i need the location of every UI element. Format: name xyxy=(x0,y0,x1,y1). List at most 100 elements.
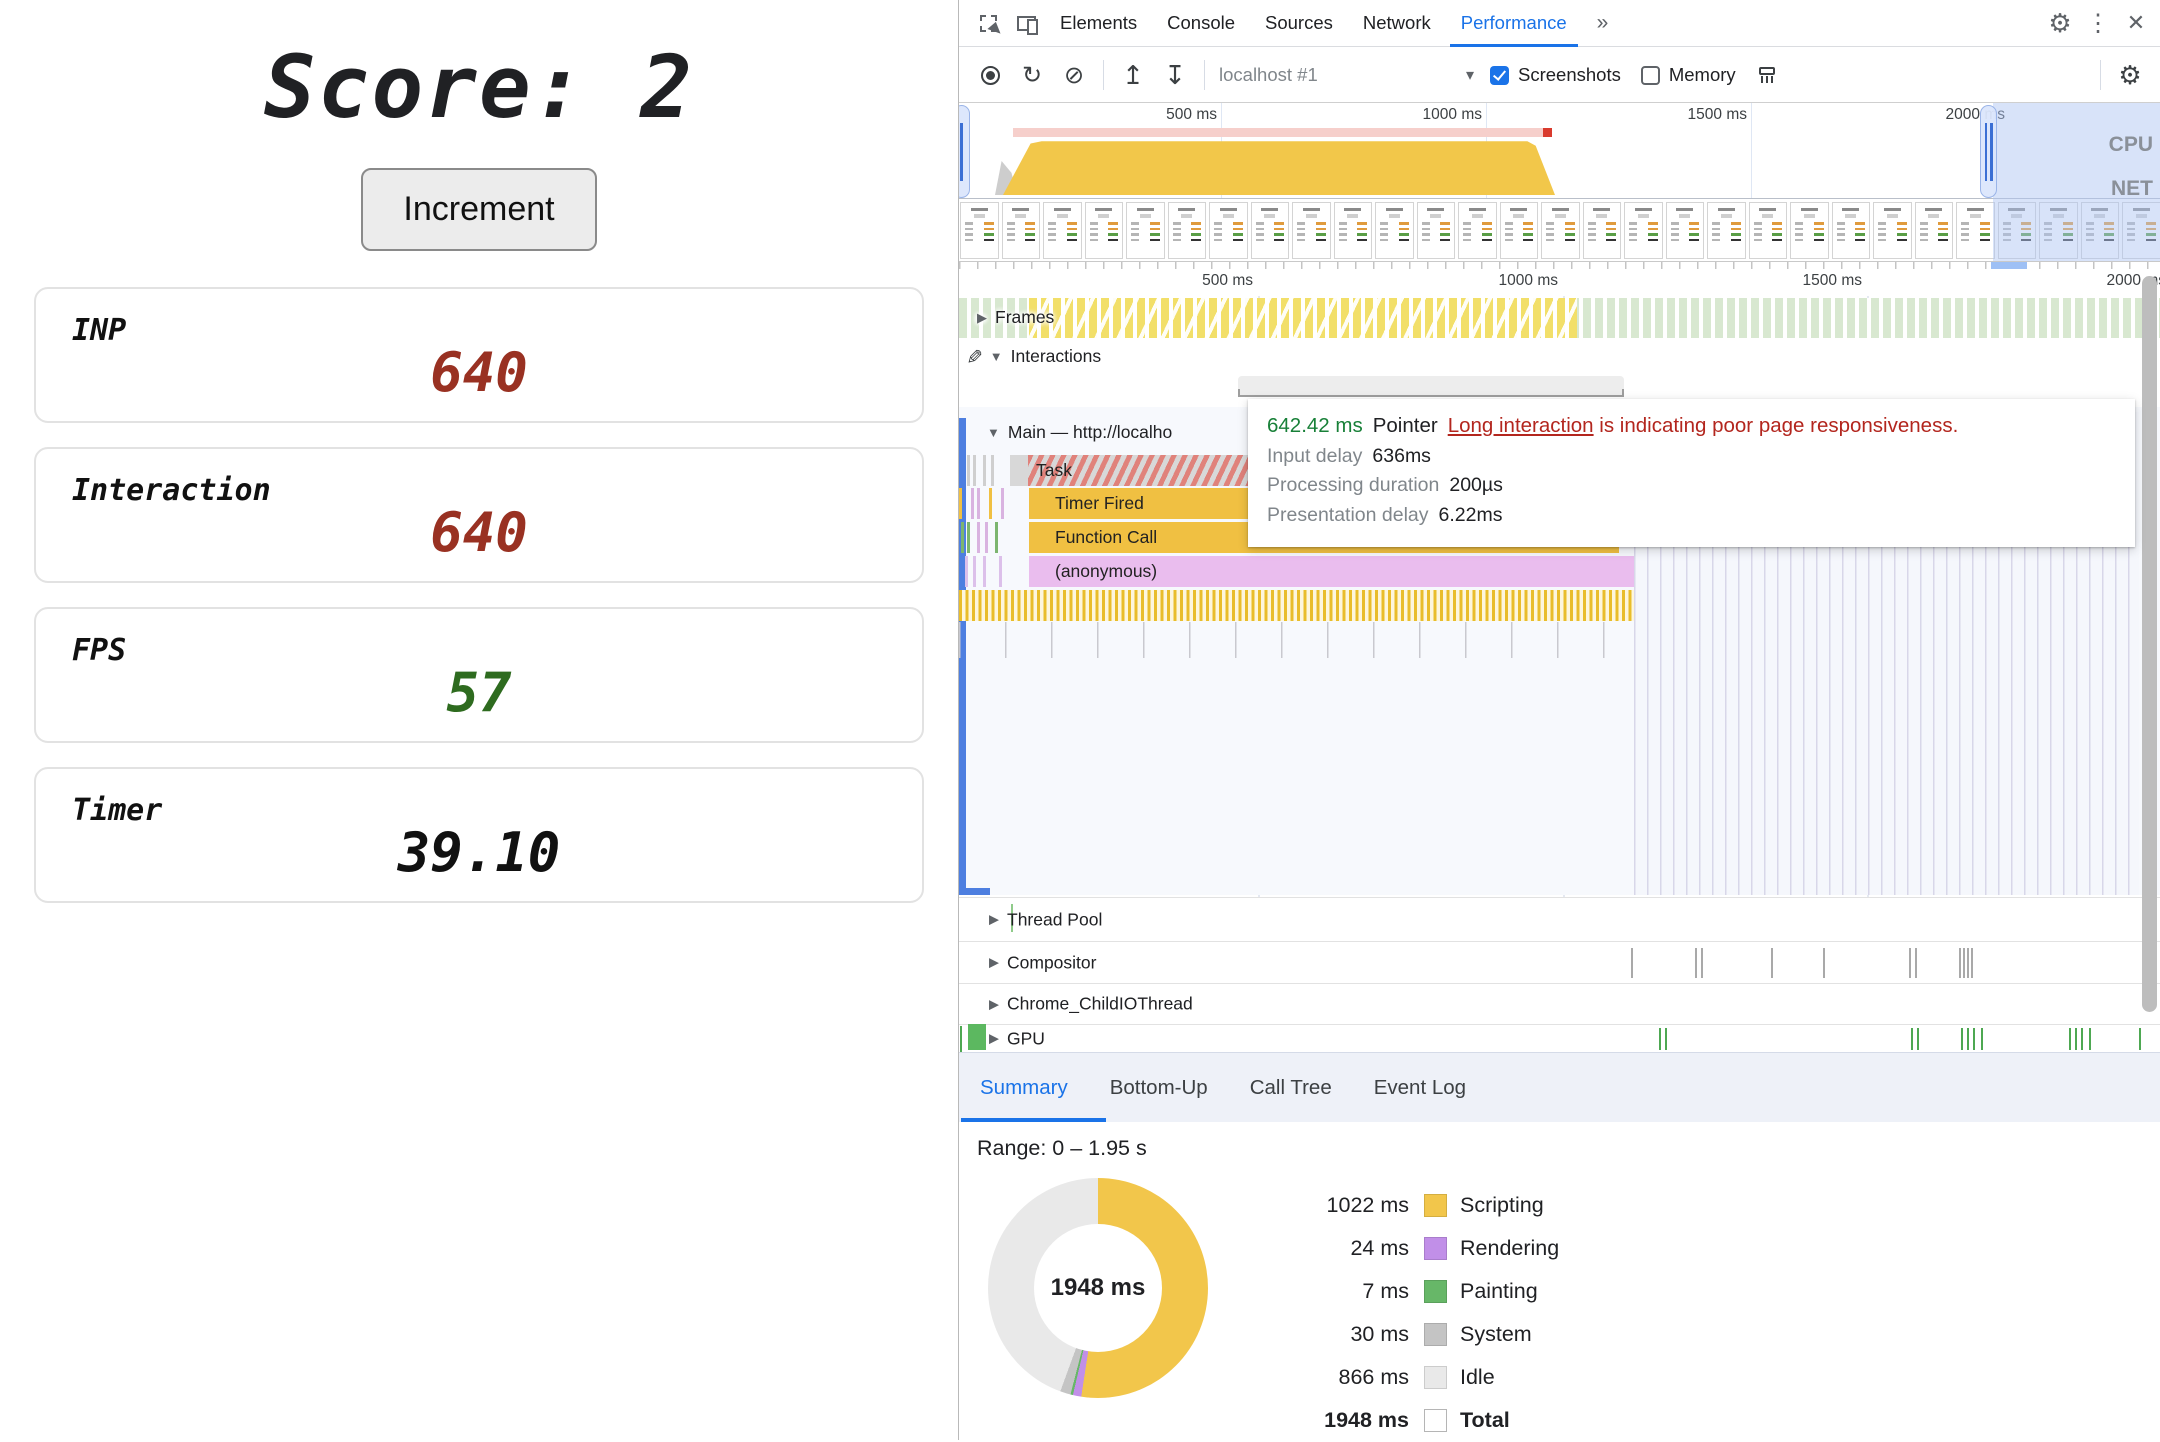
expand-icon[interactable]: ▶ xyxy=(989,911,999,927)
filmstrip-thumbnail[interactable] xyxy=(1001,202,1040,259)
filmstrip-thumbnail[interactable] xyxy=(1499,202,1538,259)
inspect-element-icon[interactable] xyxy=(971,6,1005,40)
filmstrip-thumbnail[interactable] xyxy=(1333,202,1372,259)
track-selection-bracket-foot xyxy=(959,888,990,895)
filmstrip-thumbnail[interactable] xyxy=(1250,202,1289,259)
thread-activity-tick xyxy=(1911,1028,1913,1050)
toolbar-divider xyxy=(2100,60,2101,90)
tab-bottom-up[interactable]: Bottom-Up xyxy=(1109,1075,1208,1099)
expand-icon[interactable]: ▶ xyxy=(989,996,999,1011)
tab-summary[interactable]: Summary xyxy=(980,1075,1068,1099)
filmstrip-thumbnail[interactable] xyxy=(1790,202,1829,259)
filmstrip-thumbnail[interactable] xyxy=(1209,202,1248,259)
filmstrip-thumbnail[interactable] xyxy=(960,202,999,259)
timeline-overview[interactable]: 500 ms 1000 ms 1500 ms 2000 ms CPU NET xyxy=(959,103,2160,262)
pencil-icon[interactable]: ✎ xyxy=(961,348,984,365)
thread-pool-track[interactable]: ▶ Thread Pool xyxy=(959,897,2160,941)
expand-icon[interactable]: ▶ xyxy=(989,954,999,970)
collect-garbage-icon[interactable] xyxy=(1749,57,1785,93)
metric-value: 39.10 xyxy=(397,821,561,884)
frames-track[interactable]: ▶ Frames xyxy=(959,298,2160,338)
tab-console[interactable]: Console xyxy=(1167,12,1236,33)
more-tabs-icon[interactable]: » xyxy=(1596,11,1609,34)
tooltip-row-label: Input delay xyxy=(1267,444,1363,467)
upload-profile-button[interactable]: ↥ xyxy=(1122,59,1144,90)
chrome-childiothread-track[interactable]: ▶ Chrome_ChildIOThread xyxy=(959,983,2160,1024)
overview-tick-label: 1500 ms xyxy=(1687,106,1747,123)
filmstrip-thumbnail[interactable] xyxy=(1292,202,1331,259)
filmstrip-thumbnail[interactable] xyxy=(1831,202,1870,259)
record-button[interactable] xyxy=(972,57,1008,93)
filmstrip-thumbnail[interactable] xyxy=(1707,202,1746,259)
download-profile-button[interactable]: ↧ xyxy=(1164,59,1186,90)
donut-total-label: 1948 ms xyxy=(1034,1224,1162,1352)
filmstrip-thumbnail[interactable] xyxy=(1167,202,1206,259)
flame-chart[interactable]: 500 ms 1000 ms 1500 ms 2000 ms ▶ Frames … xyxy=(959,262,2160,1052)
filmstrip-thumbnail[interactable] xyxy=(1416,202,1455,259)
tab-elements[interactable]: Elements xyxy=(1060,12,1138,33)
filmstrip-thumbnail[interactable] xyxy=(1541,202,1580,259)
tab-call-tree[interactable]: Call Tree xyxy=(1249,1075,1332,1099)
flame-scrollbar[interactable] xyxy=(2142,276,2157,1012)
filmstrip-thumbnail[interactable] xyxy=(1956,202,1995,259)
session-history-select[interactable]: localhost #1 ▾ xyxy=(1219,64,1474,86)
filmstrip-thumbnail[interactable] xyxy=(1997,202,2036,259)
thread-activity-tick xyxy=(1981,1028,1983,1050)
filmstrip-thumbnail[interactable] xyxy=(2122,202,2160,259)
thread-activity-tick xyxy=(1823,948,1825,978)
mini-event-bar xyxy=(999,556,1002,587)
screenshots-checkbox[interactable] xyxy=(1490,65,1509,85)
kebab-menu-icon[interactable]: ⋮ xyxy=(2086,9,2110,37)
screenshot-filmstrip[interactable] xyxy=(960,202,2160,259)
filmstrip-thumbnail[interactable] xyxy=(1375,202,1414,259)
close-devtools-icon[interactable]: ✕ xyxy=(2126,10,2146,35)
expand-icon[interactable]: ▶ xyxy=(977,309,987,325)
screenshots-label: Screenshots xyxy=(1518,64,1621,85)
collapse-icon[interactable]: ▼ xyxy=(989,349,1003,364)
device-toolbar-icon[interactable] xyxy=(1009,6,1043,40)
thread-activity-tick xyxy=(1659,1028,1661,1050)
window-left-handle[interactable] xyxy=(959,105,970,198)
filmstrip-thumbnail[interactable] xyxy=(1582,202,1621,259)
flame-tick-label: 1000 ms xyxy=(1498,272,1558,289)
tab-performance[interactable]: Performance xyxy=(1446,0,1582,47)
filmstrip-thumbnail[interactable] xyxy=(2039,202,2078,259)
capture-settings-gear-icon[interactable]: ⚙ xyxy=(2118,59,2142,90)
memory-checkbox[interactable] xyxy=(1640,65,1660,85)
event-bar-anonymous[interactable]: (anonymous) xyxy=(1029,556,1634,587)
tab-network[interactable]: Network xyxy=(1362,12,1431,33)
collapse-icon[interactable]: ▼ xyxy=(987,425,1000,440)
filmstrip-thumbnail[interactable] xyxy=(1624,202,1663,259)
settings-gear-icon[interactable]: ⚙ xyxy=(2048,7,2072,38)
filmstrip-thumbnail[interactable] xyxy=(1748,202,1787,259)
thread-activity-tick xyxy=(1963,948,1965,978)
filmstrip-thumbnail[interactable] xyxy=(1458,202,1497,259)
filmstrip-thumbnail[interactable] xyxy=(1084,202,1123,259)
filmstrip-thumbnail[interactable] xyxy=(2080,202,2119,259)
clear-recording-button[interactable]: ⊘ xyxy=(1063,61,1085,89)
filmstrip-thumbnail[interactable] xyxy=(1665,202,1704,259)
mini-event-bar xyxy=(965,556,968,587)
filmstrip-thumbnail[interactable] xyxy=(1043,202,1082,259)
filmstrip-thumbnail[interactable] xyxy=(1126,202,1165,259)
interaction-event-bar[interactable] xyxy=(1238,376,1624,397)
legend-row: 866 ms Idle xyxy=(1244,1356,1559,1399)
net-lane-divider xyxy=(959,198,2160,199)
legend-value: 1948 ms xyxy=(1324,1408,1409,1432)
gpu-track[interactable]: ▶ GPU xyxy=(959,1024,2160,1052)
compositor-track[interactable]: ▶ Compositor xyxy=(959,941,2160,983)
reload-and-record-button[interactable]: ↻ xyxy=(1021,61,1043,89)
window-right-handle[interactable] xyxy=(1980,105,1997,198)
screenshots-checkbox-row[interactable]: Screenshots xyxy=(1490,64,1621,86)
filmstrip-thumbnail[interactable] xyxy=(1914,202,1953,259)
metric-label: FPS xyxy=(72,633,127,668)
metric-value: 640 xyxy=(430,501,528,564)
interactions-track[interactable]: ✎ ▼ Interactions xyxy=(959,338,2160,407)
long-interaction-link[interactable]: Long interaction xyxy=(1447,414,1594,437)
expand-icon[interactable]: ▶ xyxy=(989,1030,999,1046)
tab-event-log[interactable]: Event Log xyxy=(1373,1075,1467,1099)
increment-button[interactable]: Increment xyxy=(361,168,597,251)
tab-sources[interactable]: Sources xyxy=(1265,12,1333,33)
filmstrip-thumbnail[interactable] xyxy=(1873,202,1912,259)
memory-checkbox-row[interactable]: Memory xyxy=(1640,64,1736,86)
